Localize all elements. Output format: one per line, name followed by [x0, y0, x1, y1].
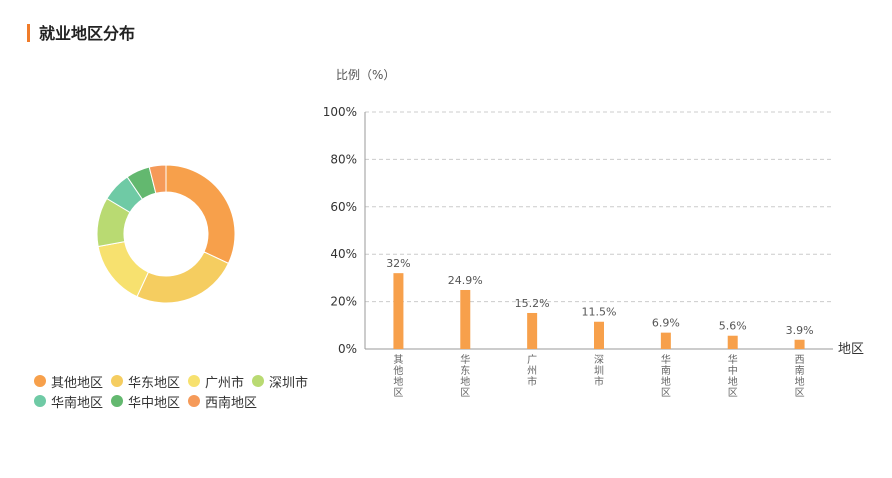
bar-value-label: 6.9% — [652, 317, 680, 330]
legend-label: 华中地区 — [128, 395, 181, 411]
legend-swatch — [252, 375, 265, 387]
donut-chart — [96, 164, 236, 304]
bar[interactable] — [460, 289, 471, 349]
x-tick-label: 其他地区 — [393, 354, 403, 399]
y-tick-label: 0% — [338, 342, 357, 356]
x-tick-label: 华南地区 — [661, 353, 671, 399]
bar[interactable] — [527, 312, 538, 349]
y-axis-title: 比例（%） — [336, 68, 395, 82]
x-tick-label: 西南地区 — [795, 355, 805, 399]
legend-item[interactable]: 华东地区 — [111, 372, 180, 391]
page-title: 就业地区分布 — [39, 24, 136, 43]
bar-value-label: 15.2% — [515, 297, 550, 310]
legend-item[interactable]: 华南地区 — [34, 392, 103, 411]
legend-swatch — [34, 395, 46, 407]
legend-item[interactable]: 其他地区 — [34, 372, 103, 391]
legend-swatch — [111, 375, 124, 387]
donut-slice — [165, 164, 236, 265]
x-tick-label: 华中地区 — [728, 353, 738, 399]
legend-label: 华东地区 — [128, 375, 181, 391]
bar-value-label: 24.9% — [448, 274, 483, 287]
bar[interactable] — [794, 339, 805, 349]
legend-swatch — [188, 375, 201, 387]
bar[interactable] — [594, 321, 604, 349]
legend-row: 华南地区 华中地区 西南地区 — [34, 391, 324, 411]
y-tick-label: 80% — [330, 152, 357, 166]
y-tick-label: 40% — [330, 247, 357, 261]
legend-label: 广州市 — [205, 375, 245, 391]
y-tick-label: 20% — [330, 295, 357, 309]
donut-slice — [97, 241, 150, 298]
bar-value-label: 32% — [386, 257, 410, 270]
legend-swatch — [111, 395, 124, 407]
bar-value-label: 11.5% — [582, 306, 617, 319]
x-tick-label: 广州市 — [527, 354, 537, 388]
bar-value-label: 5.6% — [719, 320, 747, 333]
donut-slice — [148, 164, 167, 194]
bar[interactable] — [660, 332, 671, 349]
y-tick-label: 60% — [330, 200, 357, 214]
bar[interactable] — [727, 335, 738, 349]
legend-label: 华南地区 — [51, 395, 104, 411]
legend-swatch — [34, 375, 46, 387]
chart-legend: 其他地区 华东地区 广州市 深圳市华南地区 华中地区 西南地区 — [34, 371, 324, 411]
legend-row: 其他地区 华东地区 广州市 深圳市 — [34, 371, 324, 391]
x-tick-label: 华东地区 — [460, 353, 470, 399]
bar-chart: 比例（%） 0% 20% 40% 60% 80% 100% 地区 32% 其他地区 24.9% 华东地… — [323, 68, 864, 399]
x-tick-label: 深圳市 — [594, 354, 604, 388]
legend-item[interactable]: 广州市 — [188, 372, 244, 391]
x-axis-title: 地区 — [838, 342, 864, 357]
donut-slice — [136, 251, 230, 304]
legend-label: 其他地区 — [51, 375, 104, 391]
legend-item[interactable]: 深圳市 — [252, 372, 308, 391]
section-title: 就业地区分布 — [27, 24, 136, 43]
legend-swatch — [188, 395, 201, 407]
bar-value-label: 3.9% — [786, 324, 814, 337]
legend-item[interactable]: 西南地区 — [188, 392, 257, 411]
legend-label: 西南地区 — [205, 395, 258, 411]
legend-label: 深圳市 — [269, 375, 309, 391]
bar[interactable] — [393, 273, 404, 349]
legend-item[interactable]: 华中地区 — [111, 392, 180, 411]
y-tick-label: 100% — [323, 105, 357, 119]
